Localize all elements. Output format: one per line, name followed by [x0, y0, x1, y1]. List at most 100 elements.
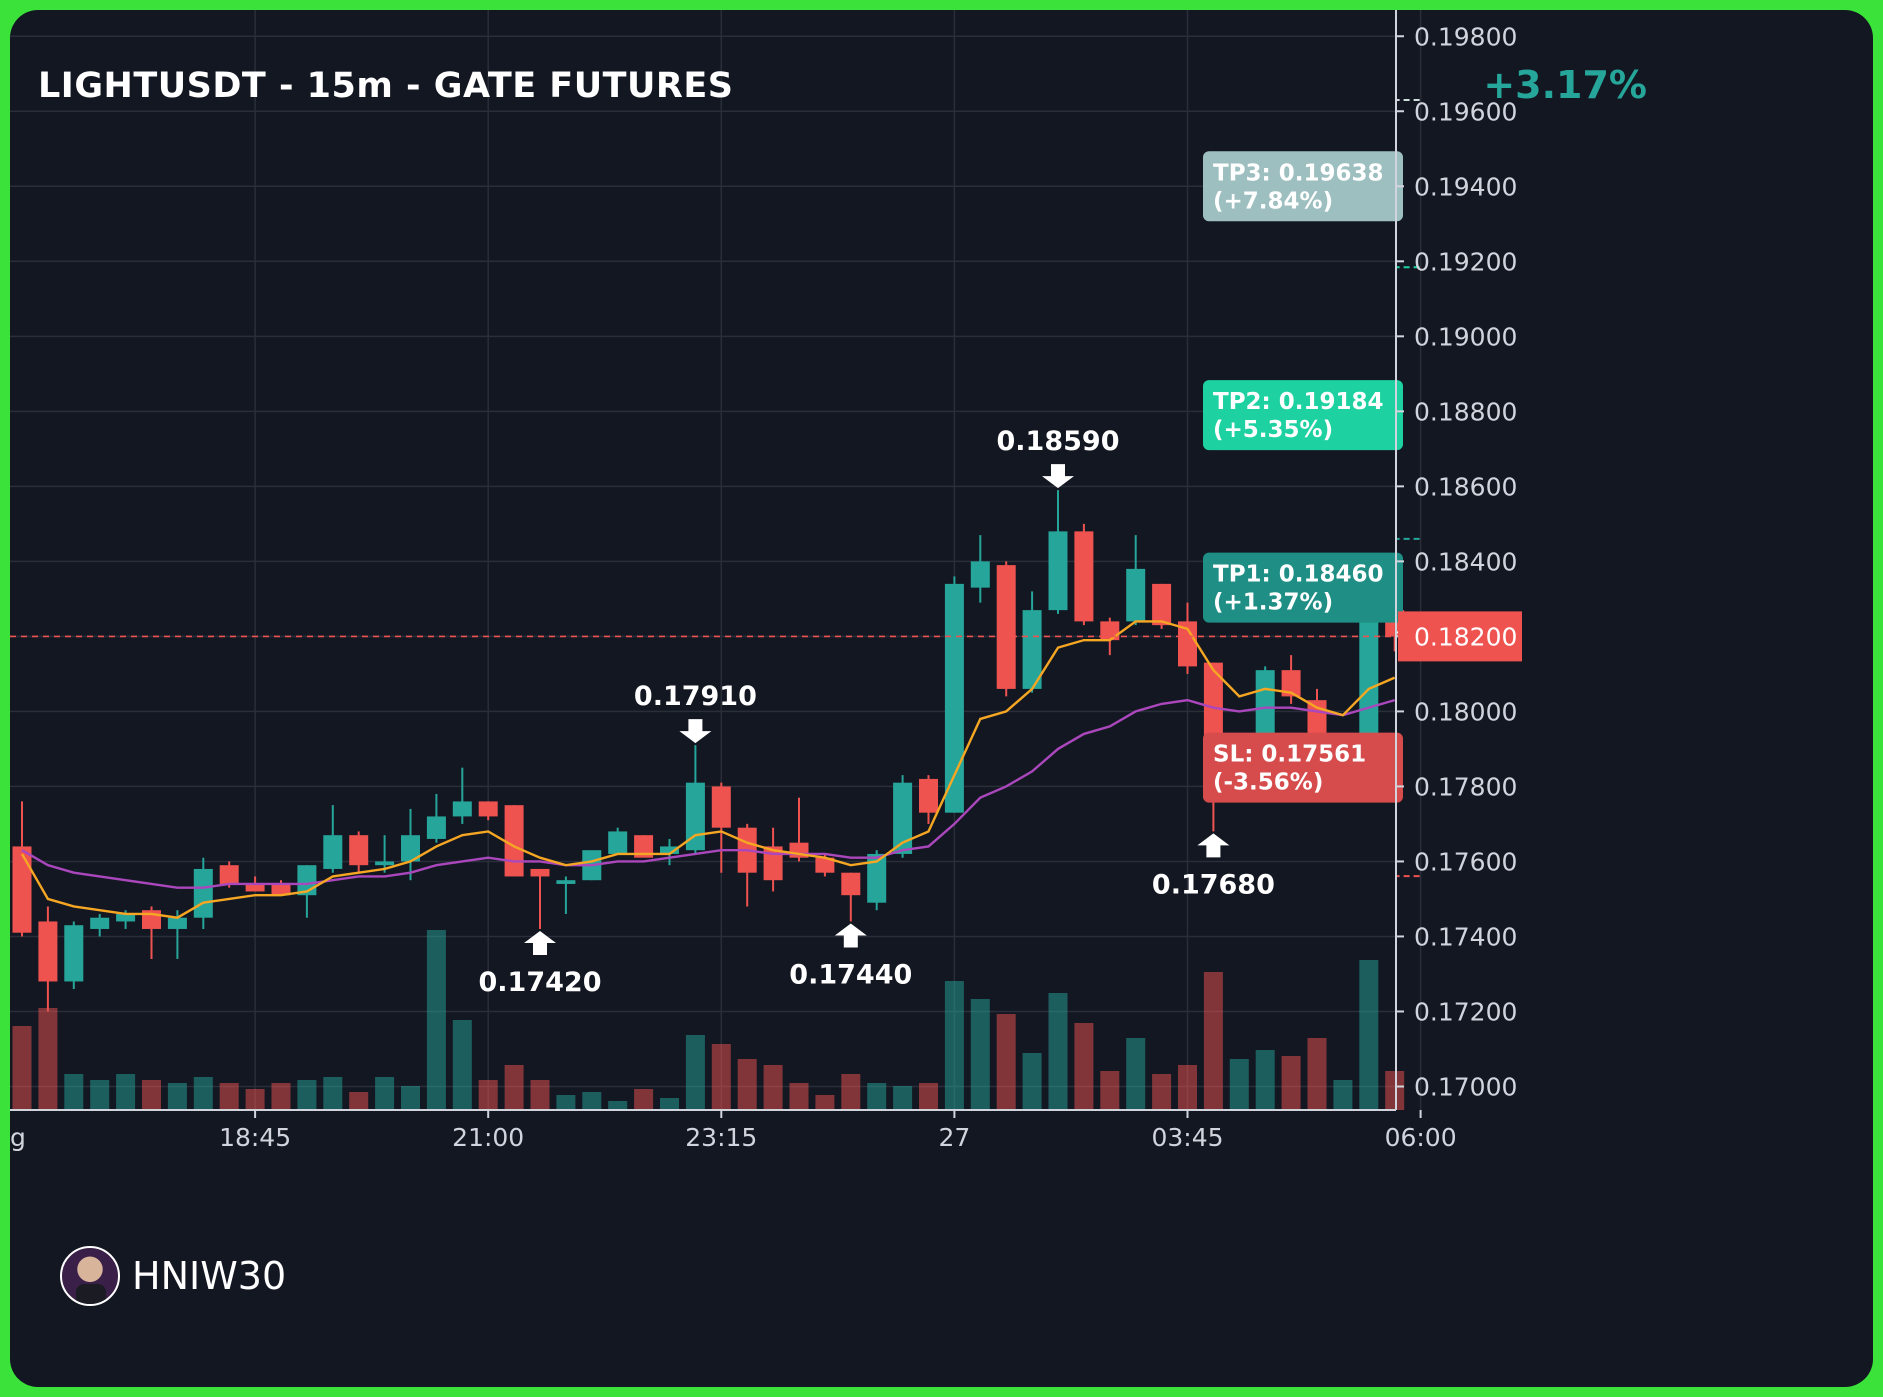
candle-body — [1074, 531, 1094, 622]
candle-body — [530, 868, 550, 877]
volume-bar — [970, 999, 990, 1110]
entry-price-label: 0.18200 — [1414, 622, 1517, 651]
candle-body — [1359, 613, 1379, 734]
volume-bar — [867, 1083, 887, 1110]
swing-labels: 0.18590 0.17910 0.17420 0.17440 0.17680 — [479, 426, 1275, 998]
volume-bar — [608, 1101, 628, 1110]
tp1-box — [1203, 552, 1403, 623]
price-tick-label: 0.19200 — [1414, 247, 1517, 276]
candle-body — [12, 846, 32, 933]
volume-bar — [1178, 1065, 1197, 1110]
volume-bar — [1359, 960, 1379, 1110]
tp1-percent: (+1.37%) — [1213, 590, 1333, 616]
volume-bar — [1100, 1071, 1120, 1110]
ema-lines — [20, 620, 1396, 919]
candle-body — [970, 561, 990, 588]
volume-bars — [12, 930, 1405, 1110]
brand-name: HNIW30 — [132, 1254, 287, 1298]
volume-bar — [737, 1059, 757, 1110]
volume-bar — [634, 1089, 654, 1110]
volume-bar — [1074, 1023, 1094, 1110]
candle-body — [349, 835, 369, 866]
avatar-icon — [60, 1246, 120, 1306]
candle-body — [193, 868, 213, 918]
volume-bar — [167, 1083, 187, 1110]
sl-percent: (-3.56%) — [1213, 770, 1323, 796]
volume-bar — [12, 1026, 32, 1110]
time-tick-label: 06:00 — [1385, 1123, 1457, 1152]
volume-bar — [1126, 1038, 1146, 1110]
volume-bar — [349, 1092, 369, 1110]
candle-body — [556, 880, 576, 884]
volume-bar — [426, 930, 446, 1110]
volume-bar — [452, 1020, 472, 1110]
price-tick-label: 0.19600 — [1414, 97, 1517, 126]
tp1-label: TP1: 0.18460 — [1213, 562, 1384, 588]
candle-body — [426, 816, 446, 839]
ema-slow-line — [21, 698, 1396, 889]
volume-bar — [944, 981, 964, 1110]
candle-body — [38, 921, 58, 982]
candle-body — [1178, 621, 1197, 667]
volume-bar — [38, 1008, 58, 1110]
arrow-up-icon — [1197, 833, 1230, 858]
price-tick-label: 0.17400 — [1414, 922, 1517, 951]
candle-body — [504, 805, 524, 877]
arrow-up-icon — [524, 930, 556, 955]
entry-price-tag — [1398, 611, 1522, 662]
tp-sl-boxes: TP3: 0.19638(+7.84%) TP2: 0.19184(+5.35%)… — [1203, 151, 1403, 803]
volume-bar — [1229, 1059, 1249, 1110]
candle-body — [919, 778, 938, 813]
volume-bar — [323, 1077, 343, 1110]
candle-body — [1126, 568, 1146, 622]
price-tick-label: 0.18400 — [1414, 547, 1517, 576]
change-percent: +3.17% — [1483, 63, 1647, 107]
candle-body — [219, 865, 239, 884]
candle-body — [608, 831, 628, 854]
volume-bar — [996, 1014, 1016, 1110]
grid — [10, 10, 1422, 1110]
candle-body — [375, 861, 395, 866]
candle-body — [711, 786, 731, 828]
volume-bar — [763, 1065, 783, 1110]
volume-bar — [556, 1095, 576, 1110]
chart-title: LIGHTUSDT - 15m - GATE FUTURES — [38, 66, 734, 106]
candle-body — [815, 857, 835, 873]
candle-body — [167, 917, 187, 929]
price-chart[interactable]: 0.18590 0.17910 0.17420 0.17440 0.17680 TP3:… — [10, 10, 1873, 1387]
price-tick-label: 0.18800 — [1414, 397, 1517, 426]
volume-bar — [789, 1083, 809, 1110]
swing-label: 0.17680 — [1152, 869, 1275, 900]
brand-watermark: HNIW30 — [60, 1246, 286, 1306]
swing-label: 0.17440 — [789, 959, 912, 990]
volume-bar — [504, 1065, 524, 1110]
ema-fast-line — [20, 620, 1396, 919]
tp2-percent: (+5.35%) — [1213, 417, 1333, 443]
price-axis: 0.19800 0.19600 0.19400 0.19200 0.19000 0.188… — [1395, 10, 1522, 1110]
candle-body — [867, 853, 887, 903]
candle-body — [245, 883, 265, 892]
candle-body — [1022, 610, 1042, 689]
price-tick-label: 0.17800 — [1414, 772, 1517, 801]
volume-bar — [685, 1035, 705, 1110]
price-tick-label: 0.18600 — [1414, 472, 1517, 501]
candle-body — [401, 835, 420, 862]
volume-bar — [1152, 1074, 1172, 1110]
candle-body — [64, 925, 84, 982]
price-tick-label: 0.17600 — [1414, 847, 1517, 876]
swing-label: 0.17420 — [479, 967, 602, 998]
candle-body — [1281, 670, 1301, 697]
candle-body — [893, 782, 913, 854]
volume-bar — [297, 1080, 317, 1110]
sl-label: SL: 0.17561 — [1213, 742, 1366, 768]
volume-bar — [893, 1086, 913, 1110]
time-tick-label: 27 — [938, 1123, 970, 1152]
volume-bar — [401, 1086, 420, 1110]
volume-bar — [711, 1044, 731, 1110]
time-tick-label: 03:45 — [1151, 1123, 1223, 1152]
volume-bar — [1307, 1038, 1327, 1110]
chart-frame: 0.18590 0.17910 0.17420 0.17440 0.17680 TP3:… — [10, 10, 1873, 1387]
tp3-percent: (+7.84%) — [1213, 188, 1333, 214]
price-tick-label: 0.19800 — [1414, 22, 1517, 51]
candle-body — [944, 583, 964, 813]
